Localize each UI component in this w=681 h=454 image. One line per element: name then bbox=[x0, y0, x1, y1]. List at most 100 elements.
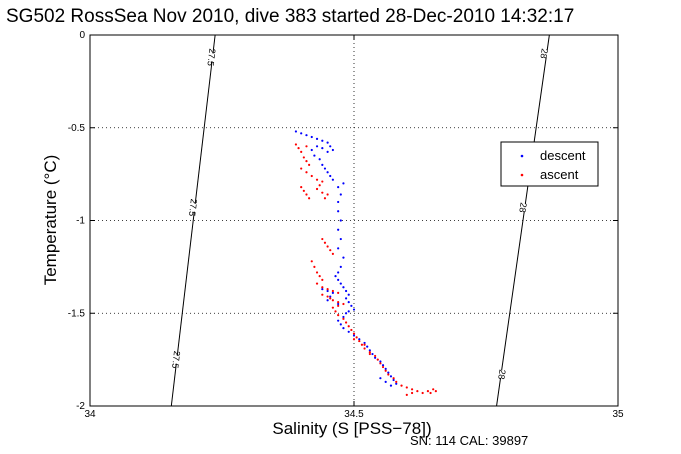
ascent-point bbox=[342, 302, 345, 306]
ascent-point bbox=[323, 241, 327, 244]
descent-point bbox=[337, 319, 340, 322]
descent-point bbox=[337, 200, 340, 204]
descent-point bbox=[339, 219, 342, 222]
descent-point bbox=[347, 293, 350, 296]
descent-point bbox=[329, 174, 332, 178]
isopycnal-label: 27.5 bbox=[187, 198, 199, 217]
ascent-point bbox=[313, 265, 316, 268]
descent-point bbox=[331, 291, 334, 294]
ascent-point bbox=[355, 336, 358, 339]
descent-point bbox=[337, 228, 340, 231]
descent-point bbox=[326, 171, 329, 174]
ascent-point bbox=[300, 150, 303, 153]
descent-point bbox=[366, 345, 369, 348]
isopycnal-28 bbox=[496, 34, 550, 407]
y-axis-label: Temperature (°C) bbox=[41, 155, 60, 286]
ascent-point bbox=[368, 352, 371, 356]
ascent-point bbox=[410, 391, 414, 395]
ascent-point bbox=[315, 187, 319, 191]
ascent-point bbox=[410, 388, 414, 391]
ascent-point bbox=[302, 156, 305, 159]
descent-point bbox=[326, 141, 329, 144]
ascent-point bbox=[305, 160, 308, 163]
ascent-point bbox=[315, 271, 319, 274]
ascent-point bbox=[310, 174, 313, 178]
descent-point bbox=[321, 288, 324, 291]
descent-point bbox=[344, 312, 348, 315]
descent-point bbox=[315, 145, 319, 148]
isopycnal-label-bg bbox=[534, 48, 554, 59]
data-points bbox=[294, 130, 437, 396]
chart-title: SG502 RossSea Nov 2010, dive 383 started… bbox=[6, 6, 574, 27]
ascent-point bbox=[337, 291, 340, 294]
x-tick-label: 34.5 bbox=[344, 409, 364, 420]
descent-point bbox=[344, 297, 348, 300]
ascent-point bbox=[363, 343, 366, 346]
descent-point bbox=[387, 371, 390, 374]
ascent-point bbox=[358, 339, 361, 343]
grid-lines bbox=[90, 35, 618, 406]
ascent-point bbox=[352, 338, 356, 341]
ascent-point bbox=[432, 388, 435, 391]
ascent-point bbox=[310, 260, 313, 263]
legend: descent ascent bbox=[500, 141, 599, 187]
ascent-point bbox=[350, 328, 353, 332]
ascent-point bbox=[337, 304, 340, 307]
ascent-point bbox=[302, 189, 305, 192]
y-tick-label: -0.5 bbox=[68, 123, 86, 134]
descent-point bbox=[374, 356, 377, 359]
ascent-point bbox=[321, 293, 324, 296]
descent-point bbox=[379, 360, 382, 363]
ascent-point bbox=[331, 252, 334, 255]
ascent-point bbox=[321, 286, 324, 289]
descent-point bbox=[294, 130, 298, 133]
isopycnal-label: 27.5 bbox=[170, 350, 182, 369]
ascent-point bbox=[347, 325, 350, 328]
descent-point bbox=[329, 295, 332, 298]
descent-point bbox=[384, 367, 387, 370]
ascent-point bbox=[321, 191, 324, 194]
ascent-point bbox=[395, 380, 398, 383]
descent-point bbox=[334, 275, 337, 278]
descent-point bbox=[305, 134, 308, 137]
ascent-point bbox=[323, 197, 327, 200]
descent-point bbox=[350, 304, 353, 307]
descent-point bbox=[326, 289, 329, 293]
ascent-point bbox=[337, 314, 340, 317]
descent-point bbox=[389, 384, 393, 387]
ascent-point bbox=[384, 369, 387, 372]
x-tick-label: 34 bbox=[84, 409, 96, 420]
ascent-point bbox=[326, 245, 329, 248]
descent-point bbox=[331, 178, 334, 181]
ascent-point bbox=[331, 289, 334, 293]
legend-marker-descent bbox=[520, 154, 524, 158]
descent-point bbox=[339, 323, 342, 326]
legend-label-ascent: ascent bbox=[540, 167, 579, 182]
descent-point bbox=[358, 338, 361, 341]
ascent-point bbox=[315, 282, 319, 285]
descent-point bbox=[384, 380, 387, 383]
ascent-point bbox=[381, 365, 385, 369]
ascent-point bbox=[329, 297, 332, 300]
descent-point bbox=[321, 139, 324, 142]
descent-point bbox=[337, 271, 340, 274]
legend-label-descent: descent bbox=[540, 148, 586, 163]
ascent-point bbox=[315, 178, 319, 181]
serial-calibration-note: SN: 114 CAL: 39897 bbox=[410, 433, 528, 448]
descent-point bbox=[318, 158, 321, 161]
ascent-point bbox=[331, 306, 334, 309]
ascent-point bbox=[421, 391, 424, 395]
descent-point bbox=[352, 308, 356, 311]
descent-point bbox=[344, 289, 348, 293]
descent-point bbox=[326, 150, 329, 153]
ascent-point bbox=[368, 351, 371, 354]
ascent-point bbox=[326, 295, 329, 298]
ascent-point bbox=[337, 301, 340, 304]
descent-point bbox=[368, 349, 371, 352]
ascent-point bbox=[305, 171, 308, 174]
descent-point bbox=[342, 315, 345, 319]
x-tick-label: 35 bbox=[612, 409, 624, 420]
descent-point bbox=[352, 334, 356, 337]
descent-point bbox=[310, 148, 313, 152]
descent-point bbox=[392, 378, 395, 382]
